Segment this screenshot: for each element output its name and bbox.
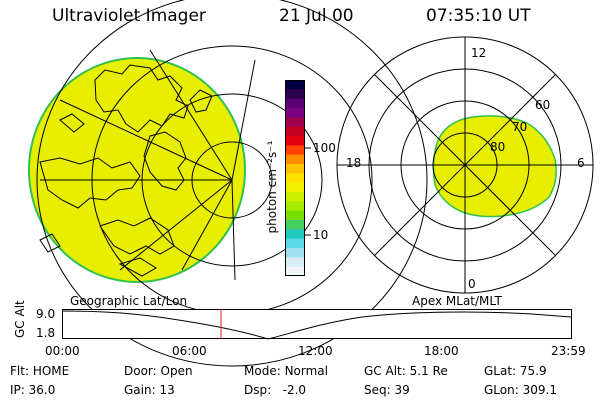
colorbar-segment bbox=[285, 126, 305, 137]
timeline-xtick: 23:59 bbox=[551, 344, 586, 358]
colorbar-segment bbox=[285, 164, 305, 174]
coastline bbox=[94, 64, 189, 133]
colorbar-segment bbox=[285, 201, 305, 212]
coastline bbox=[99, 217, 175, 255]
auroral-oval-fill bbox=[432, 115, 557, 218]
colorbar-segment bbox=[285, 98, 305, 109]
timeline-ylabel: GC Alt bbox=[13, 300, 27, 338]
lat-circle bbox=[36, 0, 428, 367]
timeline-xtick: 12:00 bbox=[298, 344, 333, 358]
status-dsp: Dsp: -2.0 bbox=[244, 383, 307, 397]
mlt-label-6: 6 bbox=[577, 156, 585, 170]
date-label: 21 Jul 00 bbox=[279, 6, 354, 26]
colorbar-segment bbox=[285, 80, 305, 90]
colorbar-ticks bbox=[305, 147, 311, 236]
colorbar-segment bbox=[285, 220, 305, 230]
intensity-colorbar bbox=[285, 80, 305, 277]
auroral-image-disk bbox=[28, 57, 246, 283]
meridian-line bbox=[149, 49, 233, 181]
polar-mlat-mlt-plot bbox=[336, 36, 594, 294]
coastline bbox=[143, 131, 187, 191]
colorbar-segment bbox=[285, 210, 305, 221]
polar-plot-label: Apex MLat/MLT bbox=[412, 294, 502, 308]
mlat-label-60: 60 bbox=[535, 98, 551, 112]
status-glat: GLat: 75.9 bbox=[484, 364, 547, 378]
meridian-line bbox=[181, 179, 233, 271]
coastline bbox=[118, 257, 157, 277]
colorbar-segment bbox=[285, 229, 305, 240]
instrument-title: Ultraviolet Imager bbox=[52, 6, 206, 26]
status-gc-alt: GC Alt: 5.1 Re bbox=[364, 364, 448, 378]
altitude-timeline bbox=[61, 309, 572, 340]
colorbar-segment bbox=[285, 117, 305, 128]
colorbar-segment bbox=[285, 257, 305, 268]
mlat-label-70: 70 bbox=[512, 120, 528, 134]
status-flt: Flt: HOME bbox=[10, 364, 70, 378]
time-label: 07:35:10 UT bbox=[426, 6, 531, 26]
status-ip: IP: 36.0 bbox=[10, 383, 56, 397]
meridian-line bbox=[59, 99, 233, 181]
colorbar-segment bbox=[285, 89, 305, 100]
coastline bbox=[39, 233, 61, 253]
colorbar-unit-label: photon cm⁻²s⁻¹ bbox=[265, 140, 279, 234]
timeline-ytick-max: 9.0 bbox=[36, 307, 56, 321]
colorbar-segment bbox=[285, 136, 305, 146]
altitude-curve bbox=[61, 310, 572, 340]
colorbar-segment bbox=[285, 145, 305, 156]
meridian-line bbox=[231, 179, 236, 281]
colorbar-segment bbox=[285, 238, 305, 249]
mlat-label-80: 80 bbox=[490, 140, 506, 154]
mlt-label-12: 12 bbox=[471, 46, 487, 60]
mlt-line bbox=[374, 74, 556, 256]
colorbar-segment bbox=[285, 173, 305, 184]
status-gain: Gain: 13 bbox=[124, 383, 175, 397]
status-mode: Mode: Normal bbox=[244, 364, 328, 378]
coastline bbox=[189, 89, 213, 113]
status-door: Door: Open bbox=[124, 364, 193, 378]
geographic-map bbox=[28, 0, 428, 367]
colorbar-segment bbox=[285, 108, 305, 118]
timeline-xtick: 00:00 bbox=[45, 344, 80, 358]
colorbar-segment bbox=[285, 192, 305, 202]
mlt-label-18: 18 bbox=[346, 156, 362, 170]
geo-map-label: Geographic Lat/Lon bbox=[70, 294, 188, 308]
status-glon: GLon: 309.1 bbox=[484, 383, 557, 397]
status-seq: Seq: 39 bbox=[364, 383, 410, 397]
colorbar-tick-10: 10 bbox=[313, 228, 329, 242]
coastline bbox=[59, 113, 85, 133]
meridian-line bbox=[119, 179, 233, 271]
colorbar-segment bbox=[285, 266, 305, 277]
colorbar-segment bbox=[285, 154, 305, 165]
timeline-xtick: 18:00 bbox=[424, 344, 459, 358]
timeline-xtick: 06:00 bbox=[172, 344, 207, 358]
colorbar-segment bbox=[285, 182, 305, 193]
colorbar-frame bbox=[285, 80, 305, 276]
coastline bbox=[39, 157, 141, 209]
colorbar-tick-100: 100 bbox=[313, 141, 336, 155]
meridian-line bbox=[231, 59, 256, 181]
timeline-ytick-min: 1.8 bbox=[36, 326, 56, 340]
mlt-label-0: 0 bbox=[468, 277, 476, 291]
colorbar-segment bbox=[285, 248, 305, 258]
